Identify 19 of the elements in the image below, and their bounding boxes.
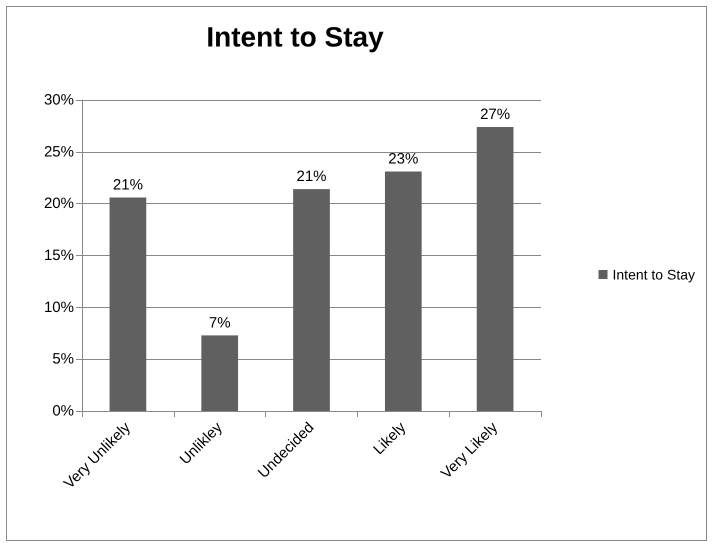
- bar: [293, 189, 330, 411]
- chart-title: Intent to Stay: [206, 22, 384, 52]
- y-tick-label: 15%: [44, 247, 74, 264]
- y-tick-label: 10%: [44, 298, 74, 316]
- bar: [476, 126, 514, 411]
- data-label: 21%: [296, 168, 327, 186]
- y-tick-label: 25%: [44, 143, 74, 160]
- y-tick-label: 20%: [44, 195, 74, 212]
- y-tick-label: 5%: [52, 350, 74, 368]
- bar: [384, 172, 422, 411]
- data-label: 7%: [208, 314, 231, 332]
- legend-label: Intent to Stay: [612, 266, 696, 282]
- data-label: 27%: [480, 106, 510, 123]
- y-tick-label: 30%: [44, 92, 74, 108]
- y-tick-label: 0%: [52, 402, 74, 420]
- bar: [201, 335, 238, 411]
- data-label: 23%: [388, 150, 418, 168]
- bar: [110, 197, 146, 411]
- data-label: 21%: [112, 176, 143, 194]
